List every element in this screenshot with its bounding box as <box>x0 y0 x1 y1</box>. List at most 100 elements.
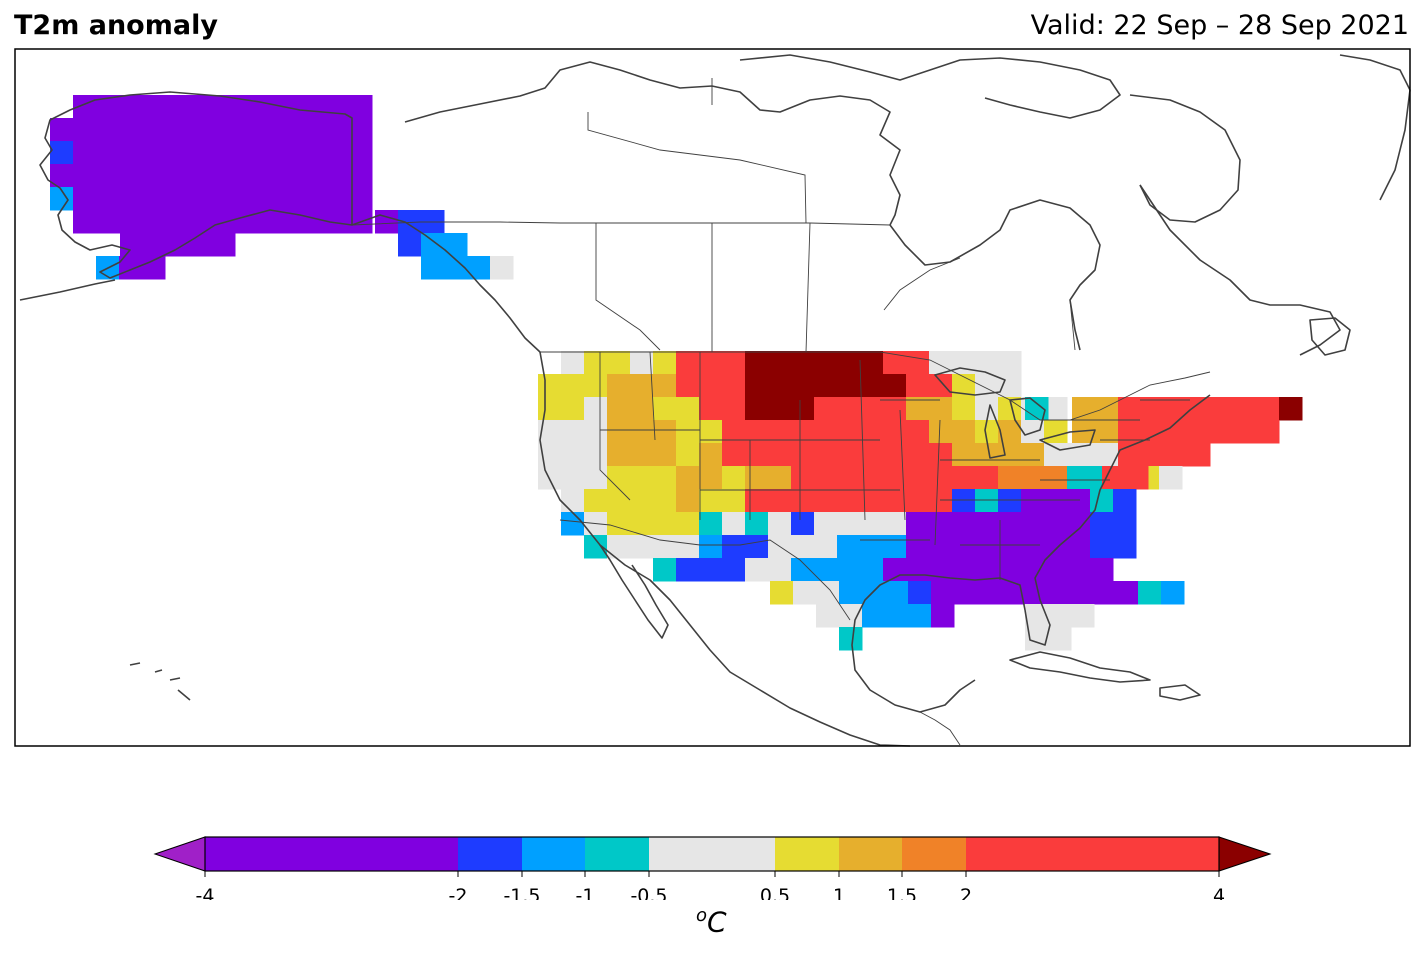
valid-date: Valid: 22 Sep – 28 Sep 2021 <box>1030 10 1409 41</box>
anomaly-cell <box>1072 420 1096 444</box>
anomaly-cell <box>745 420 769 444</box>
anomaly-cell <box>791 512 815 536</box>
anomaly-cell <box>584 420 608 444</box>
colorbar-bin-m15_m1 <box>522 837 585 871</box>
anomaly-cell <box>561 466 585 490</box>
anomaly-cell <box>211 141 235 165</box>
anomaly-cell <box>188 164 212 188</box>
anomaly-cell <box>952 443 976 467</box>
anomaly-cell <box>280 164 304 188</box>
anomaly-cell <box>699 443 723 467</box>
anomaly-cell <box>699 397 723 421</box>
anomaly-cell <box>954 581 978 605</box>
anomaly-cell <box>722 420 746 444</box>
anomaly-cell <box>119 118 143 142</box>
anomaly-cell <box>998 489 1022 513</box>
coast-baja <box>599 544 669 639</box>
anomaly-cell <box>1044 512 1068 536</box>
anomaly-cell <box>676 420 700 444</box>
anomaly-cell <box>998 466 1022 490</box>
anomaly-cell <box>862 581 886 605</box>
anomaly-cell <box>745 466 769 490</box>
anomaly-cell <box>998 397 1022 421</box>
coast-mexico-west <box>539 351 911 747</box>
anomaly-cell <box>188 187 212 211</box>
anomaly-cell <box>745 397 769 421</box>
anomaly-cell <box>908 604 932 628</box>
anomaly-cell <box>73 95 97 119</box>
anomaly-cell <box>975 420 999 444</box>
coast-aleutians <box>19 279 116 301</box>
anomaly-cell <box>188 95 212 119</box>
anomaly-cell <box>676 558 700 582</box>
anomaly-cell <box>326 164 350 188</box>
anomaly-cell <box>1025 604 1049 628</box>
anomaly-cell <box>699 466 723 490</box>
anomaly-cell <box>699 374 723 398</box>
anomaly-cell <box>165 187 189 211</box>
anomaly-cell <box>73 187 97 211</box>
anomaly-cell <box>1021 512 1045 536</box>
colorbar-extend-low <box>153 836 206 872</box>
colorbar-bin-m4_m2 <box>205 837 458 871</box>
anomaly-cell <box>1044 466 1068 490</box>
anomaly-cell <box>860 374 884 398</box>
anomaly-cell <box>444 256 468 280</box>
anomaly-cell <box>860 489 884 513</box>
anomaly-cell <box>326 210 350 234</box>
anomaly-cell <box>814 512 838 536</box>
anomaly-cell <box>722 535 746 559</box>
anomaly-cell <box>1025 397 1049 421</box>
anomaly-cell <box>975 489 999 513</box>
anomaly-cell <box>630 351 654 375</box>
anomaly-cell <box>745 512 769 536</box>
anomaly-cell <box>768 512 792 536</box>
anomaly-cell <box>837 351 861 375</box>
anomaly-cell <box>607 397 631 421</box>
anomaly-cell <box>975 512 999 536</box>
anomaly-cell <box>257 118 281 142</box>
coast-us-east <box>1024 394 1211 646</box>
anomaly-cell <box>1164 397 1188 421</box>
anomaly-cell <box>722 351 746 375</box>
anomaly-cell <box>1044 443 1068 467</box>
anomaly-cell <box>1071 604 1095 628</box>
anomaly-cell <box>1067 558 1091 582</box>
anomaly-cell <box>1095 443 1119 467</box>
anomaly-cell <box>814 397 838 421</box>
anomaly-cell <box>975 351 999 375</box>
anomaly-cell <box>814 351 838 375</box>
anomaly-cell <box>1256 420 1280 444</box>
anomaly-cell <box>607 512 631 536</box>
anomaly-cell <box>165 118 189 142</box>
anomaly-cell <box>906 558 930 582</box>
anomaly-cell <box>119 141 143 165</box>
anomaly-cell <box>952 489 976 513</box>
anomaly-cell <box>1279 397 1303 421</box>
anomaly-cell <box>188 141 212 165</box>
anomaly-cell <box>584 489 608 513</box>
anomaly-cell <box>538 374 562 398</box>
anomaly-cell <box>1138 581 1162 605</box>
anomaly-cell <box>1048 604 1072 628</box>
coast-newfoundland <box>1309 317 1351 356</box>
colorbar-bin-1_15 <box>839 837 902 871</box>
anomaly-cell <box>653 374 677 398</box>
map-title: T2m anomaly <box>14 10 218 41</box>
colorbar-bin-m2_m15 <box>458 837 522 871</box>
anomaly-cell <box>975 443 999 467</box>
anomaly-cell <box>630 512 654 536</box>
anomaly-cell <box>883 489 907 513</box>
anomaly-cell <box>768 489 792 513</box>
anomaly-cell <box>839 581 863 605</box>
anomaly-cell <box>722 489 746 513</box>
anomaly-cell <box>142 118 166 142</box>
anomaly-cell <box>699 489 723 513</box>
anomaly-cell <box>211 95 235 119</box>
anomaly-cell <box>607 374 631 398</box>
anomaly-cell <box>303 210 327 234</box>
anomaly-cell <box>1021 558 1045 582</box>
anomaly-cell <box>490 256 514 280</box>
anomaly-cell <box>837 489 861 513</box>
anomaly-cell <box>165 95 189 119</box>
